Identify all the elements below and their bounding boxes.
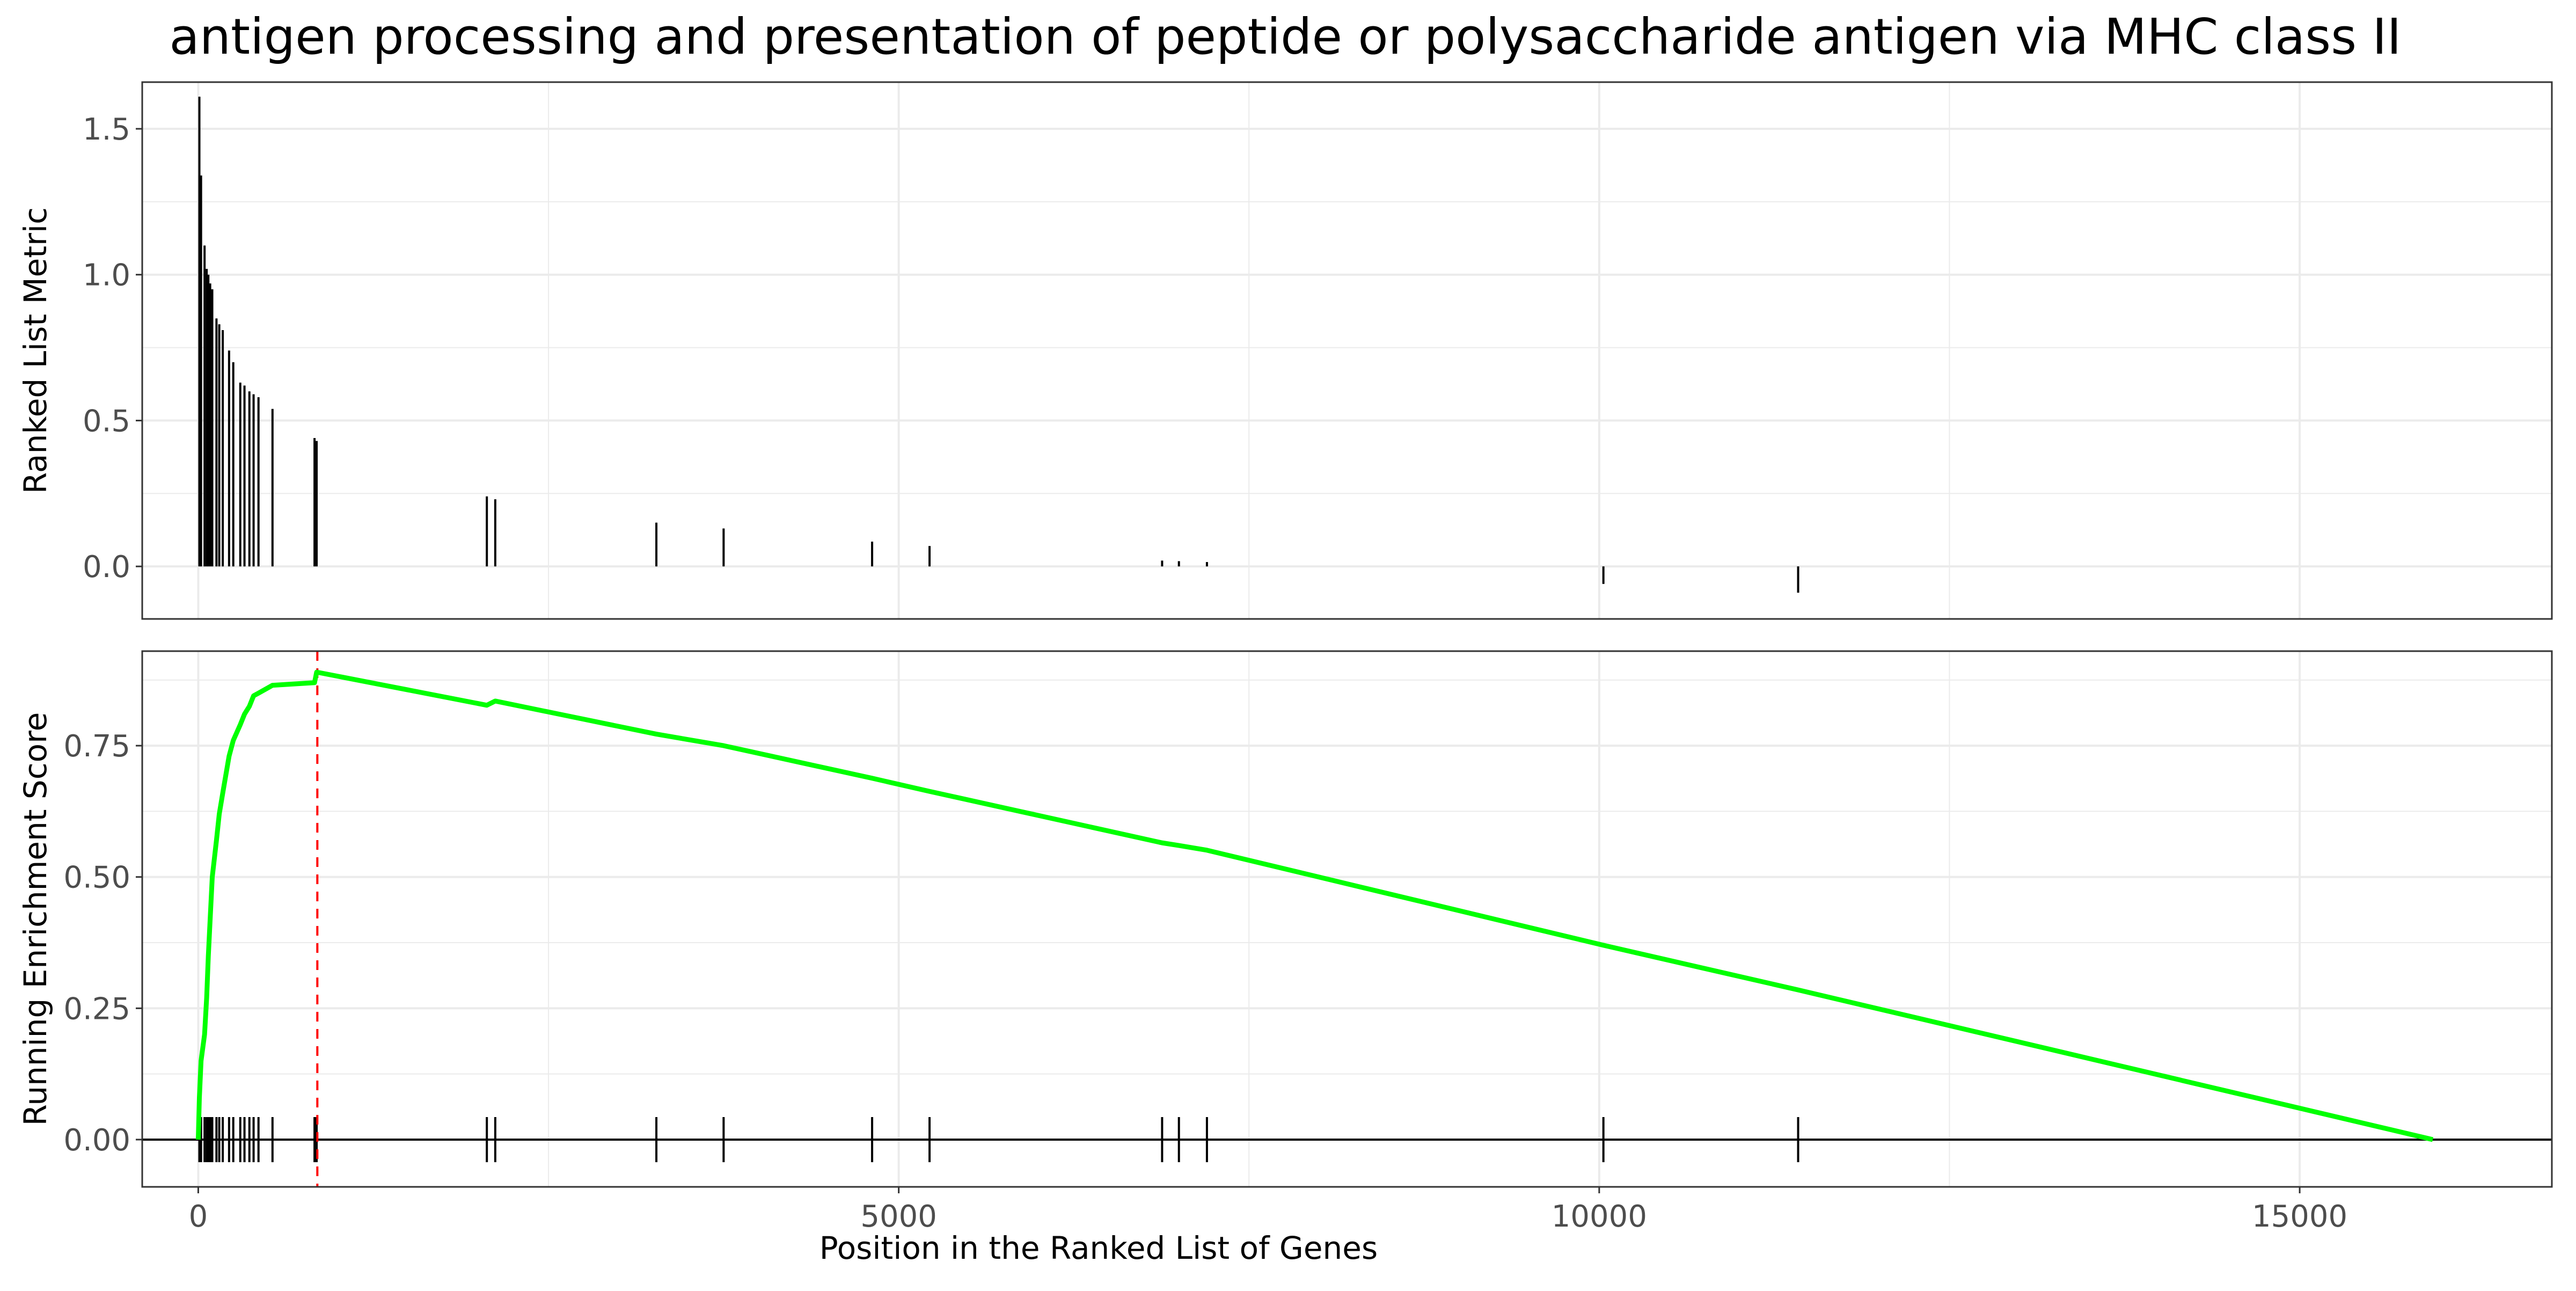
- running-score-y-axis-label: Running Enrichment Score: [17, 712, 54, 1126]
- x-tick-label: 5000: [860, 1199, 937, 1234]
- ranked-metric-panel-border: [141, 81, 2553, 620]
- y-tick-label: 1.5: [83, 112, 130, 147]
- y-tick-label: 0.0: [83, 550, 130, 585]
- running-score-path: [195, 669, 2434, 1142]
- y-tick-label: 0.25: [63, 991, 130, 1026]
- ranked-metric-panel: 0.0 0.5 1.0 1.5 Ranked List Metric: [17, 81, 2553, 620]
- ranked-metric-panel-background: [142, 82, 2552, 619]
- x-tick-label: 10000: [1552, 1199, 1647, 1234]
- running-score-y-ticks: 0.00 0.25 0.50 0.75: [63, 729, 142, 1158]
- y-tick-label: 0.50: [63, 860, 130, 895]
- ranked-metric-y-ticks: 0.0 0.5 1.0 1.5: [83, 112, 142, 585]
- y-tick-label: 0.5: [83, 404, 130, 439]
- ranked-metric-bars: [198, 97, 1799, 593]
- y-tick-label: 1.0: [83, 258, 130, 293]
- x-axis-label: Position in the Ranked List of Genes: [819, 1230, 1378, 1266]
- y-tick-label: 0.00: [63, 1123, 130, 1158]
- running-score-line: [195, 669, 2434, 1142]
- gene-hit-ticks: [198, 1117, 1799, 1162]
- chart-title: antigen processing and presentation of p…: [169, 8, 2401, 65]
- running-score-panel-border: [141, 650, 2553, 1188]
- x-tick-label: 0: [189, 1199, 208, 1234]
- x-axis-ticks: 0 5000 10000 15000: [189, 1187, 2347, 1234]
- running-score-panel: 0.00 0.25 0.50 0.75 0 5000 10000 15000 Running…: [17, 650, 2553, 1266]
- ranked-metric-gridlines: [142, 82, 2552, 619]
- ranked-metric-y-axis-label: Ranked List Metric: [17, 207, 54, 494]
- y-tick-label: 0.75: [63, 729, 130, 764]
- x-tick-label: 15000: [2252, 1199, 2347, 1234]
- running-score-panel-background: [142, 651, 2552, 1187]
